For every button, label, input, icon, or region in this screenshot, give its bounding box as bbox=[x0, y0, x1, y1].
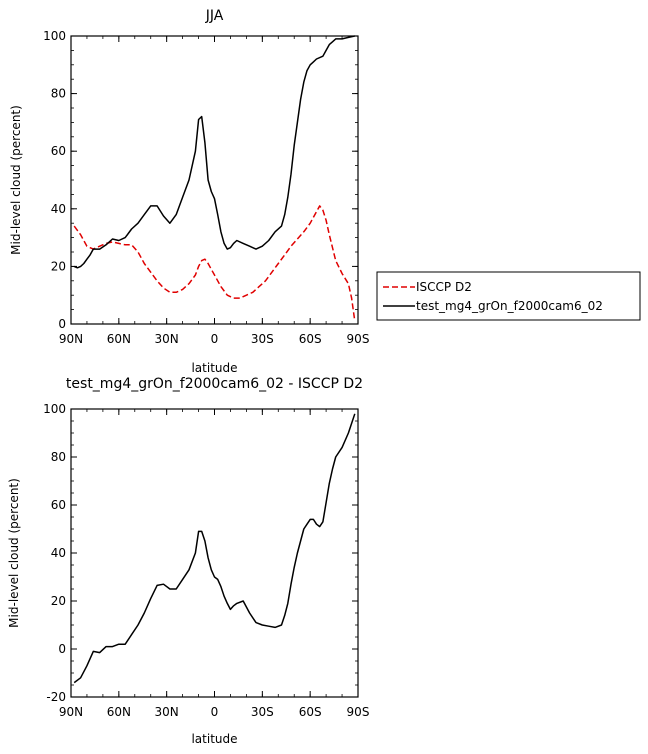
legend-label-1: test_mg4_grOn_f2000cam6_02 bbox=[416, 299, 603, 313]
x-tick-label-0-5: 60S bbox=[299, 332, 322, 346]
x-tick-label-1-0: 90N bbox=[59, 705, 83, 719]
x-tick-label-1-1: 60N bbox=[107, 705, 131, 719]
x-tick-label-1-4: 30S bbox=[251, 705, 274, 719]
y-axis-title-0: Mid-level cloud (percent) bbox=[9, 105, 23, 255]
y-tick-label-1-0: -20 bbox=[46, 690, 66, 704]
chart-title-0: JJA bbox=[205, 8, 224, 24]
series-line-1-0 bbox=[73, 413, 356, 684]
plot-frame-0 bbox=[70, 35, 359, 325]
y-tick-label-0-5: 100 bbox=[43, 29, 66, 43]
y-axis-title-1: Mid-level cloud (percent) bbox=[7, 478, 21, 628]
y-tick-label-0-2: 40 bbox=[51, 202, 66, 216]
y-tick-label-0-0: 0 bbox=[58, 317, 66, 331]
x-tick-label-1-6: 90S bbox=[347, 705, 370, 719]
series-line-0-1 bbox=[73, 35, 355, 269]
y-tick-label-1-3: 40 bbox=[51, 546, 66, 560]
x-tick-label-1-5: 60S bbox=[299, 705, 322, 719]
x-tick-label-0-3: 0 bbox=[211, 332, 219, 346]
x-axis-title-1: latitude bbox=[191, 732, 237, 746]
chart-title-1: test_mg4_grOn_f2000cam6_02 - ISCCP D2 bbox=[66, 376, 363, 392]
x-tick-label-0-6: 90S bbox=[347, 332, 370, 346]
y-tick-label-0-1: 20 bbox=[51, 259, 66, 273]
y-tick-label-0-3: 60 bbox=[51, 144, 66, 158]
y-tick-label-1-6: 100 bbox=[43, 402, 66, 416]
plot-frame-1 bbox=[70, 408, 359, 698]
series-line-0-0 bbox=[73, 205, 356, 322]
x-tick-label-0-4: 30S bbox=[251, 332, 274, 346]
y-tick-label-1-5: 80 bbox=[51, 450, 66, 464]
x-tick-label-0-0: 90N bbox=[59, 332, 83, 346]
x-tick-label-0-2: 30N bbox=[155, 332, 179, 346]
x-tick-label-0-1: 60N bbox=[107, 332, 131, 346]
x-tick-label-1-2: 30N bbox=[155, 705, 179, 719]
x-tick-label-1-3: 0 bbox=[211, 705, 219, 719]
legend-box bbox=[376, 271, 641, 321]
legend-label-0: ISCCP D2 bbox=[416, 280, 472, 294]
y-tick-label-0-4: 80 bbox=[51, 87, 66, 101]
y-tick-label-1-2: 20 bbox=[51, 594, 66, 608]
y-tick-label-1-1: 0 bbox=[58, 642, 66, 656]
x-axis-title-0: latitude bbox=[191, 361, 237, 375]
y-tick-label-1-4: 60 bbox=[51, 498, 66, 512]
